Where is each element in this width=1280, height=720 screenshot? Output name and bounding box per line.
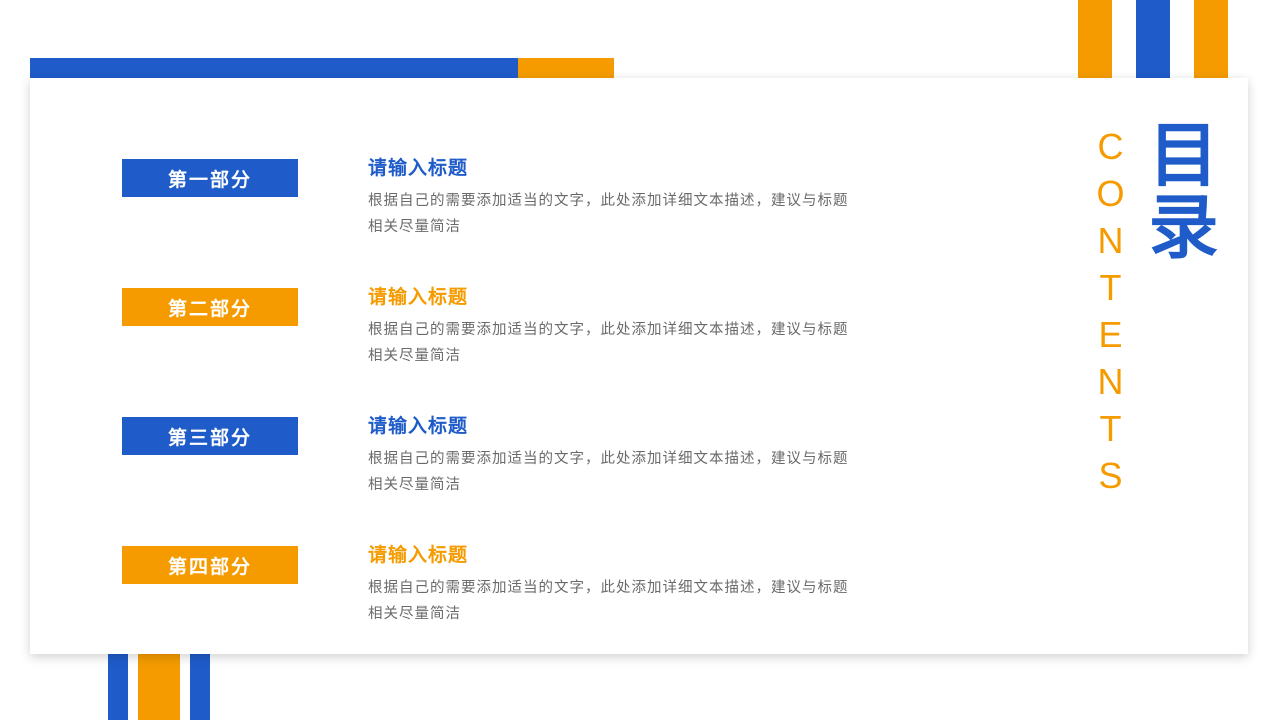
section-label-2: 第二部分 [122,288,298,326]
section-desc-2: 根据自己的需要添加适当的文字，此处添加详细文本描述，建议与标题相关尽量简洁 [368,317,858,369]
page-title-en: CONTENTS [1088,126,1132,502]
deco-bar-top-right-3 [1194,0,1228,88]
sections-list: 第一部分 请输入标题 根据自己的需要添加适当的文字，此处添加详细文本描述，建议与… [122,153,882,627]
section-row: 第三部分 请输入标题 根据自己的需要添加适当的文字，此处添加详细文本描述，建议与… [122,411,882,498]
section-content: 请输入标题 根据自己的需要添加适当的文字，此处添加详细文本描述，建议与标题相关尽… [298,540,882,627]
section-title-2: 请输入标题 [368,282,882,309]
section-label-1: 第一部分 [122,159,298,197]
section-title-3: 请输入标题 [368,411,882,438]
section-title-4: 请输入标题 [368,540,882,567]
section-content: 请输入标题 根据自己的需要添加适当的文字，此处添加详细文本描述，建议与标题相关尽… [298,411,882,498]
deco-bar-top-blue [30,58,518,80]
section-row: 第一部分 请输入标题 根据自己的需要添加适当的文字，此处添加详细文本描述，建议与… [122,153,882,240]
section-content: 请输入标题 根据自己的需要添加适当的文字，此处添加详细文本描述，建议与标题相关尽… [298,282,882,369]
section-content: 请输入标题 根据自己的需要添加适当的文字，此处添加详细文本描述，建议与标题相关尽… [298,153,882,240]
section-desc-3: 根据自己的需要添加适当的文字，此处添加详细文本描述，建议与标题相关尽量简洁 [368,446,858,498]
page-title-cn: 目录 [1138,118,1218,262]
section-desc-4: 根据自己的需要添加适当的文字，此处添加详细文本描述，建议与标题相关尽量简洁 [368,575,858,627]
deco-bar-top-orange [518,58,614,80]
section-label-4: 第四部分 [122,546,298,584]
section-row: 第二部分 请输入标题 根据自己的需要添加适当的文字，此处添加详细文本描述，建议与… [122,282,882,369]
section-desc-1: 根据自己的需要添加适当的文字，此处添加详细文本描述，建议与标题相关尽量简洁 [368,188,858,240]
deco-bar-top-right-1 [1078,0,1112,88]
section-label-3: 第三部分 [122,417,298,455]
section-row: 第四部分 请输入标题 根据自己的需要添加适当的文字，此处添加详细文本描述，建议与… [122,540,882,627]
deco-bar-top-right-2 [1136,0,1170,88]
section-title-1: 请输入标题 [368,153,882,180]
